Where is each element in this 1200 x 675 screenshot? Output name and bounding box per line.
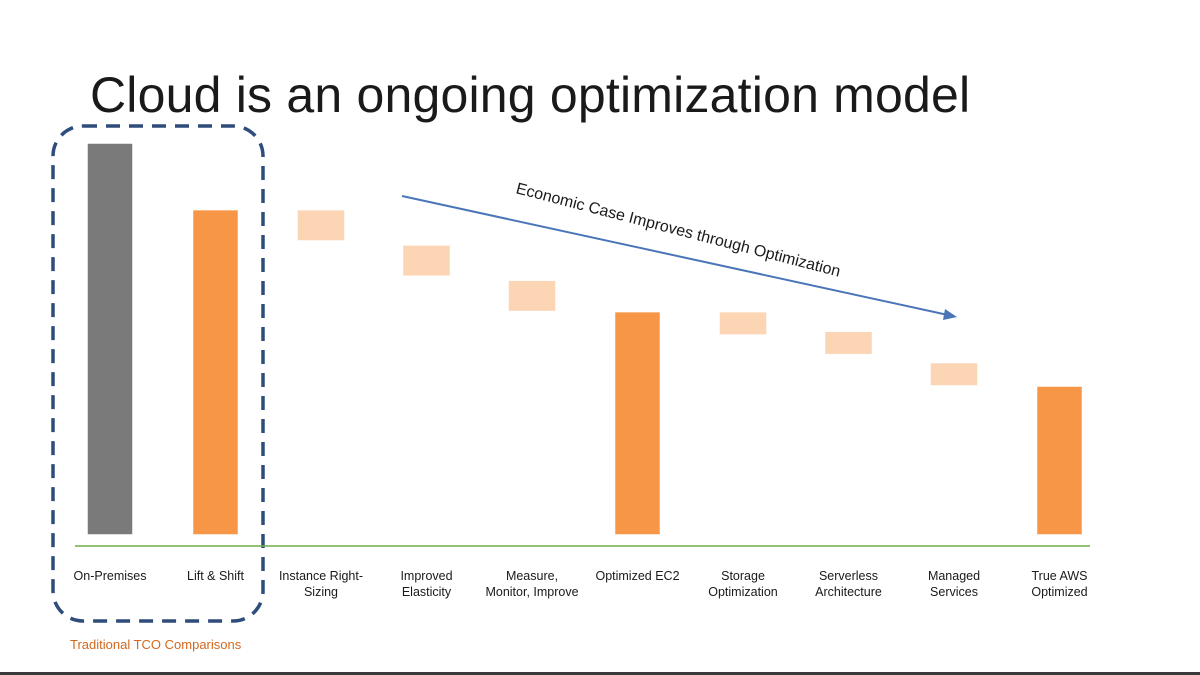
category-label: Optimized EC2 — [583, 568, 693, 584]
bar-instance-right-sizing — [296, 208, 346, 242]
slide-title: Cloud is an ongoing optimization model — [90, 67, 971, 123]
category-label-line: Optimized — [1031, 585, 1088, 599]
bar-on-premises — [86, 142, 134, 536]
category-label-line: Lift & Shift — [187, 569, 244, 583]
category-label-line: Architecture — [815, 585, 882, 599]
traditional-tco-footnote: Traditional TCO Comparisons — [70, 637, 242, 652]
category-label: Storage Optimization — [688, 568, 798, 600]
category-label-line: Services — [930, 585, 978, 599]
bar-optimized-ec2 — [613, 310, 662, 536]
category-label-line: Optimization — [708, 585, 778, 599]
category-label: Improved Elasticity — [372, 568, 482, 600]
category-label: Measure, Monitor, Improve — [477, 568, 587, 600]
category-label-line: Measure, — [505, 569, 559, 583]
bar-managed-services — [929, 361, 979, 387]
category-label-line: Sizing — [303, 585, 339, 599]
bar-storage-optimization — [718, 310, 768, 336]
category-label-line: Storage — [721, 569, 765, 583]
category-label-line: True AWS — [1031, 569, 1088, 583]
category-label-line: Managed — [927, 569, 981, 583]
trend-arrow-head — [943, 309, 957, 320]
category-label: True AWS Optimized — [1005, 568, 1115, 600]
category-label-line: Monitor, Improve — [485, 585, 579, 599]
bar-true-aws-optimized — [1035, 385, 1084, 536]
category-label-line: Optimized EC2 — [595, 569, 680, 583]
trend-arrow-shaft — [401, 195, 949, 316]
bottom-rule — [0, 672, 1200, 675]
category-label-line: On-Premises — [73, 569, 147, 583]
category-label-line: Instance Right- — [278, 569, 364, 583]
category-label-line: Serverless — [818, 569, 879, 583]
bar-serverless-architecture — [823, 330, 874, 356]
category-label: Lift & Shift — [161, 568, 271, 584]
category-label-line: Improved — [400, 569, 453, 583]
bars-layer — [86, 142, 1084, 536]
bar-improved-elasticity — [401, 244, 452, 278]
category-label: Instance Right- Sizing — [266, 568, 376, 600]
category-label: Managed Services — [899, 568, 1009, 600]
category-label: Serverless Architecture — [794, 568, 904, 600]
bar-lift-shift — [191, 208, 240, 536]
category-label-line: Elasticity — [401, 585, 452, 599]
category-label: On-Premises — [55, 568, 165, 584]
bar-measure-monitor-improve — [507, 279, 557, 313]
traditional-tco-highlight-box — [51, 124, 265, 623]
